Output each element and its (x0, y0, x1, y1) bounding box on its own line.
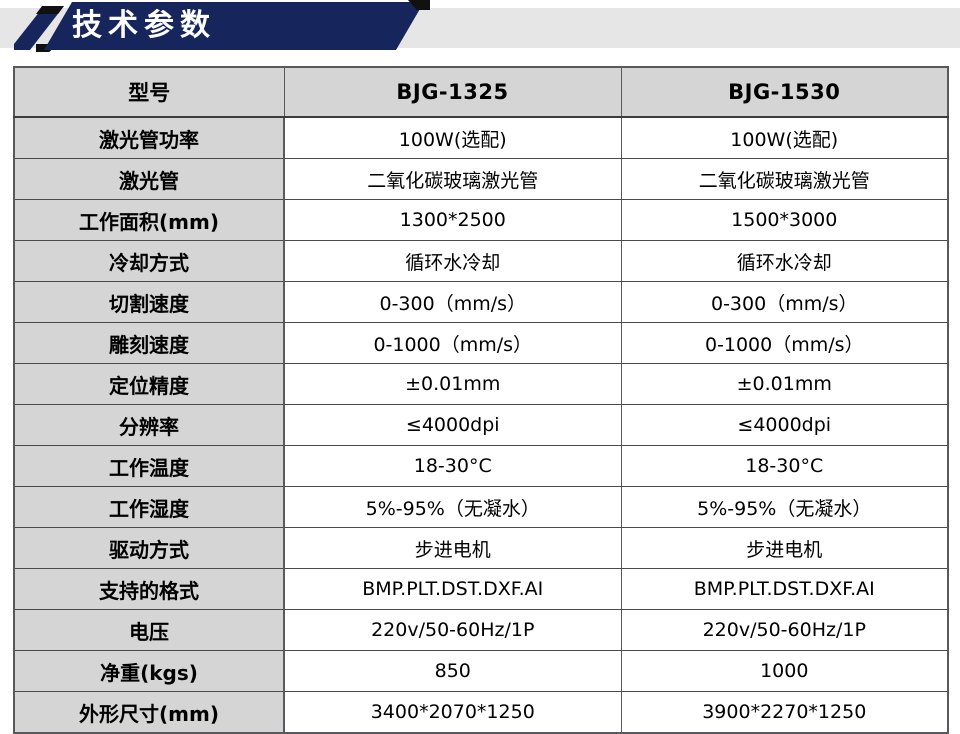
cell-model-2: 220v/50-60Hz/1P (620, 609, 949, 651)
cell-model-1: 二氧化碳玻璃激光管 (283, 158, 622, 200)
cell-model-2: 3900*2270*1250 (620, 691, 949, 734)
table-row: 净重(kgs) 850 1000 (13, 650, 949, 692)
table-body: 激光管功率 100W(选配) 100W(选配) 激光管 二氧化碳玻璃激光管 二氧化碳玻璃激… (13, 116, 949, 734)
cell-model-1: 100W(选配) (283, 116, 622, 159)
banner-shadow-right (408, 0, 430, 10)
table-row: 驱动方式 步进电机 步进电机 (13, 527, 949, 569)
row-label: 工作面积(mm) (13, 199, 285, 241)
cell-model-2: ±0.01mm (620, 363, 949, 405)
table-row: 激光管功率 100W(选配) 100W(选配) (13, 116, 949, 159)
cell-model-2: 0-300（mm/s） (620, 281, 949, 323)
row-label: 激光管 (13, 158, 285, 200)
cell-model-1: 5%-95%（无凝水） (283, 486, 622, 528)
cell-model-2: 18-30°C (620, 445, 949, 487)
table-row: 工作面积(mm) 1300*2500 1500*3000 (13, 199, 949, 241)
header-spec-label: 型号 (13, 66, 285, 118)
row-label: 支持的格式 (13, 568, 285, 610)
table-row: 冷却方式 循环水冷却 循环水冷却 (13, 240, 949, 282)
cell-model-1: 循环水冷却 (283, 240, 622, 282)
cell-model-2: 步进电机 (620, 527, 949, 569)
cell-model-1: ≤4000dpi (283, 404, 622, 446)
cell-model-1: 850 (283, 650, 622, 692)
cell-model-1: 0-1000（mm/s） (283, 322, 622, 364)
row-label: 驱动方式 (13, 527, 285, 569)
cell-model-2: 1500*3000 (620, 199, 949, 241)
cell-model-2: ≤4000dpi (620, 404, 949, 446)
table-header-row: 型号 BJG-1325 BJG-1530 (13, 66, 949, 118)
cell-model-2: 循环水冷却 (620, 240, 949, 282)
table-row: 外形尺寸(mm) 3400*2070*1250 3900*2270*1250 (13, 691, 949, 734)
table-row: 定位精度 ±0.01mm ±0.01mm (13, 363, 949, 405)
table-row: 分辨率 ≤4000dpi ≤4000dpi (13, 404, 949, 446)
row-label: 电压 (13, 609, 285, 651)
row-label: 雕刻速度 (13, 322, 285, 364)
table-head: 型号 BJG-1325 BJG-1530 (13, 66, 949, 118)
cell-model-1: 18-30°C (283, 445, 622, 487)
cell-model-2: 5%-95%（无凝水） (620, 486, 949, 528)
table-row: 工作湿度 5%-95%（无凝水） 5%-95%（无凝水） (13, 486, 949, 528)
cell-model-1: 0-300（mm/s） (283, 281, 622, 323)
header-model-1: BJG-1325 (283, 66, 622, 118)
cell-model-2: 0-1000（mm/s） (620, 322, 949, 364)
banner-corner-accent-icon (14, 6, 64, 50)
row-label: 分辨率 (13, 404, 285, 446)
table-row: 支持的格式 BMP.PLT.DST.DXF.AI BMP.PLT.DST.DXF.A… (13, 568, 949, 610)
cell-model-1: 3400*2070*1250 (283, 691, 622, 734)
page-title: 技术参数 (72, 8, 216, 43)
cell-model-2: BMP.PLT.DST.DXF.AI (620, 568, 949, 610)
table-row: 工作温度 18-30°C 18-30°C (13, 445, 949, 487)
specification-table: 型号 BJG-1325 BJG-1530 激光管功率 100W(选配) 100W(选… (13, 66, 949, 734)
banner-blue-parallelogram (44, 2, 424, 50)
cell-model-2: 100W(选配) (620, 116, 949, 159)
cell-model-1: ±0.01mm (283, 363, 622, 405)
row-label: 冷却方式 (13, 240, 285, 282)
row-label: 切割速度 (13, 281, 285, 323)
cell-model-1: 220v/50-60Hz/1P (283, 609, 622, 651)
cell-model-1: 1300*2500 (283, 199, 622, 241)
table-row: 切割速度 0-300（mm/s） 0-300（mm/s） (13, 281, 949, 323)
cell-model-1: 步进电机 (283, 527, 622, 569)
cell-model-1: BMP.PLT.DST.DXF.AI (283, 568, 622, 610)
page-banner: 技术参数 (0, 0, 960, 56)
cell-model-2: 1000 (620, 650, 949, 692)
table-row: 雕刻速度 0-1000（mm/s） 0-1000（mm/s） (13, 322, 949, 364)
row-label: 定位精度 (13, 363, 285, 405)
row-label: 外形尺寸(mm) (13, 691, 285, 734)
row-label: 工作湿度 (13, 486, 285, 528)
table-row: 电压 220v/50-60Hz/1P 220v/50-60Hz/1P (13, 609, 949, 651)
row-label: 净重(kgs) (13, 650, 285, 692)
header-model-2: BJG-1530 (620, 66, 949, 118)
table-row: 激光管 二氧化碳玻璃激光管 二氧化碳玻璃激光管 (13, 158, 949, 200)
cell-model-2: 二氧化碳玻璃激光管 (620, 158, 949, 200)
row-label: 工作温度 (13, 445, 285, 487)
spec-table-container: 型号 BJG-1325 BJG-1530 激光管功率 100W(选配) 100W(选… (13, 66, 949, 734)
row-label: 激光管功率 (13, 116, 285, 159)
